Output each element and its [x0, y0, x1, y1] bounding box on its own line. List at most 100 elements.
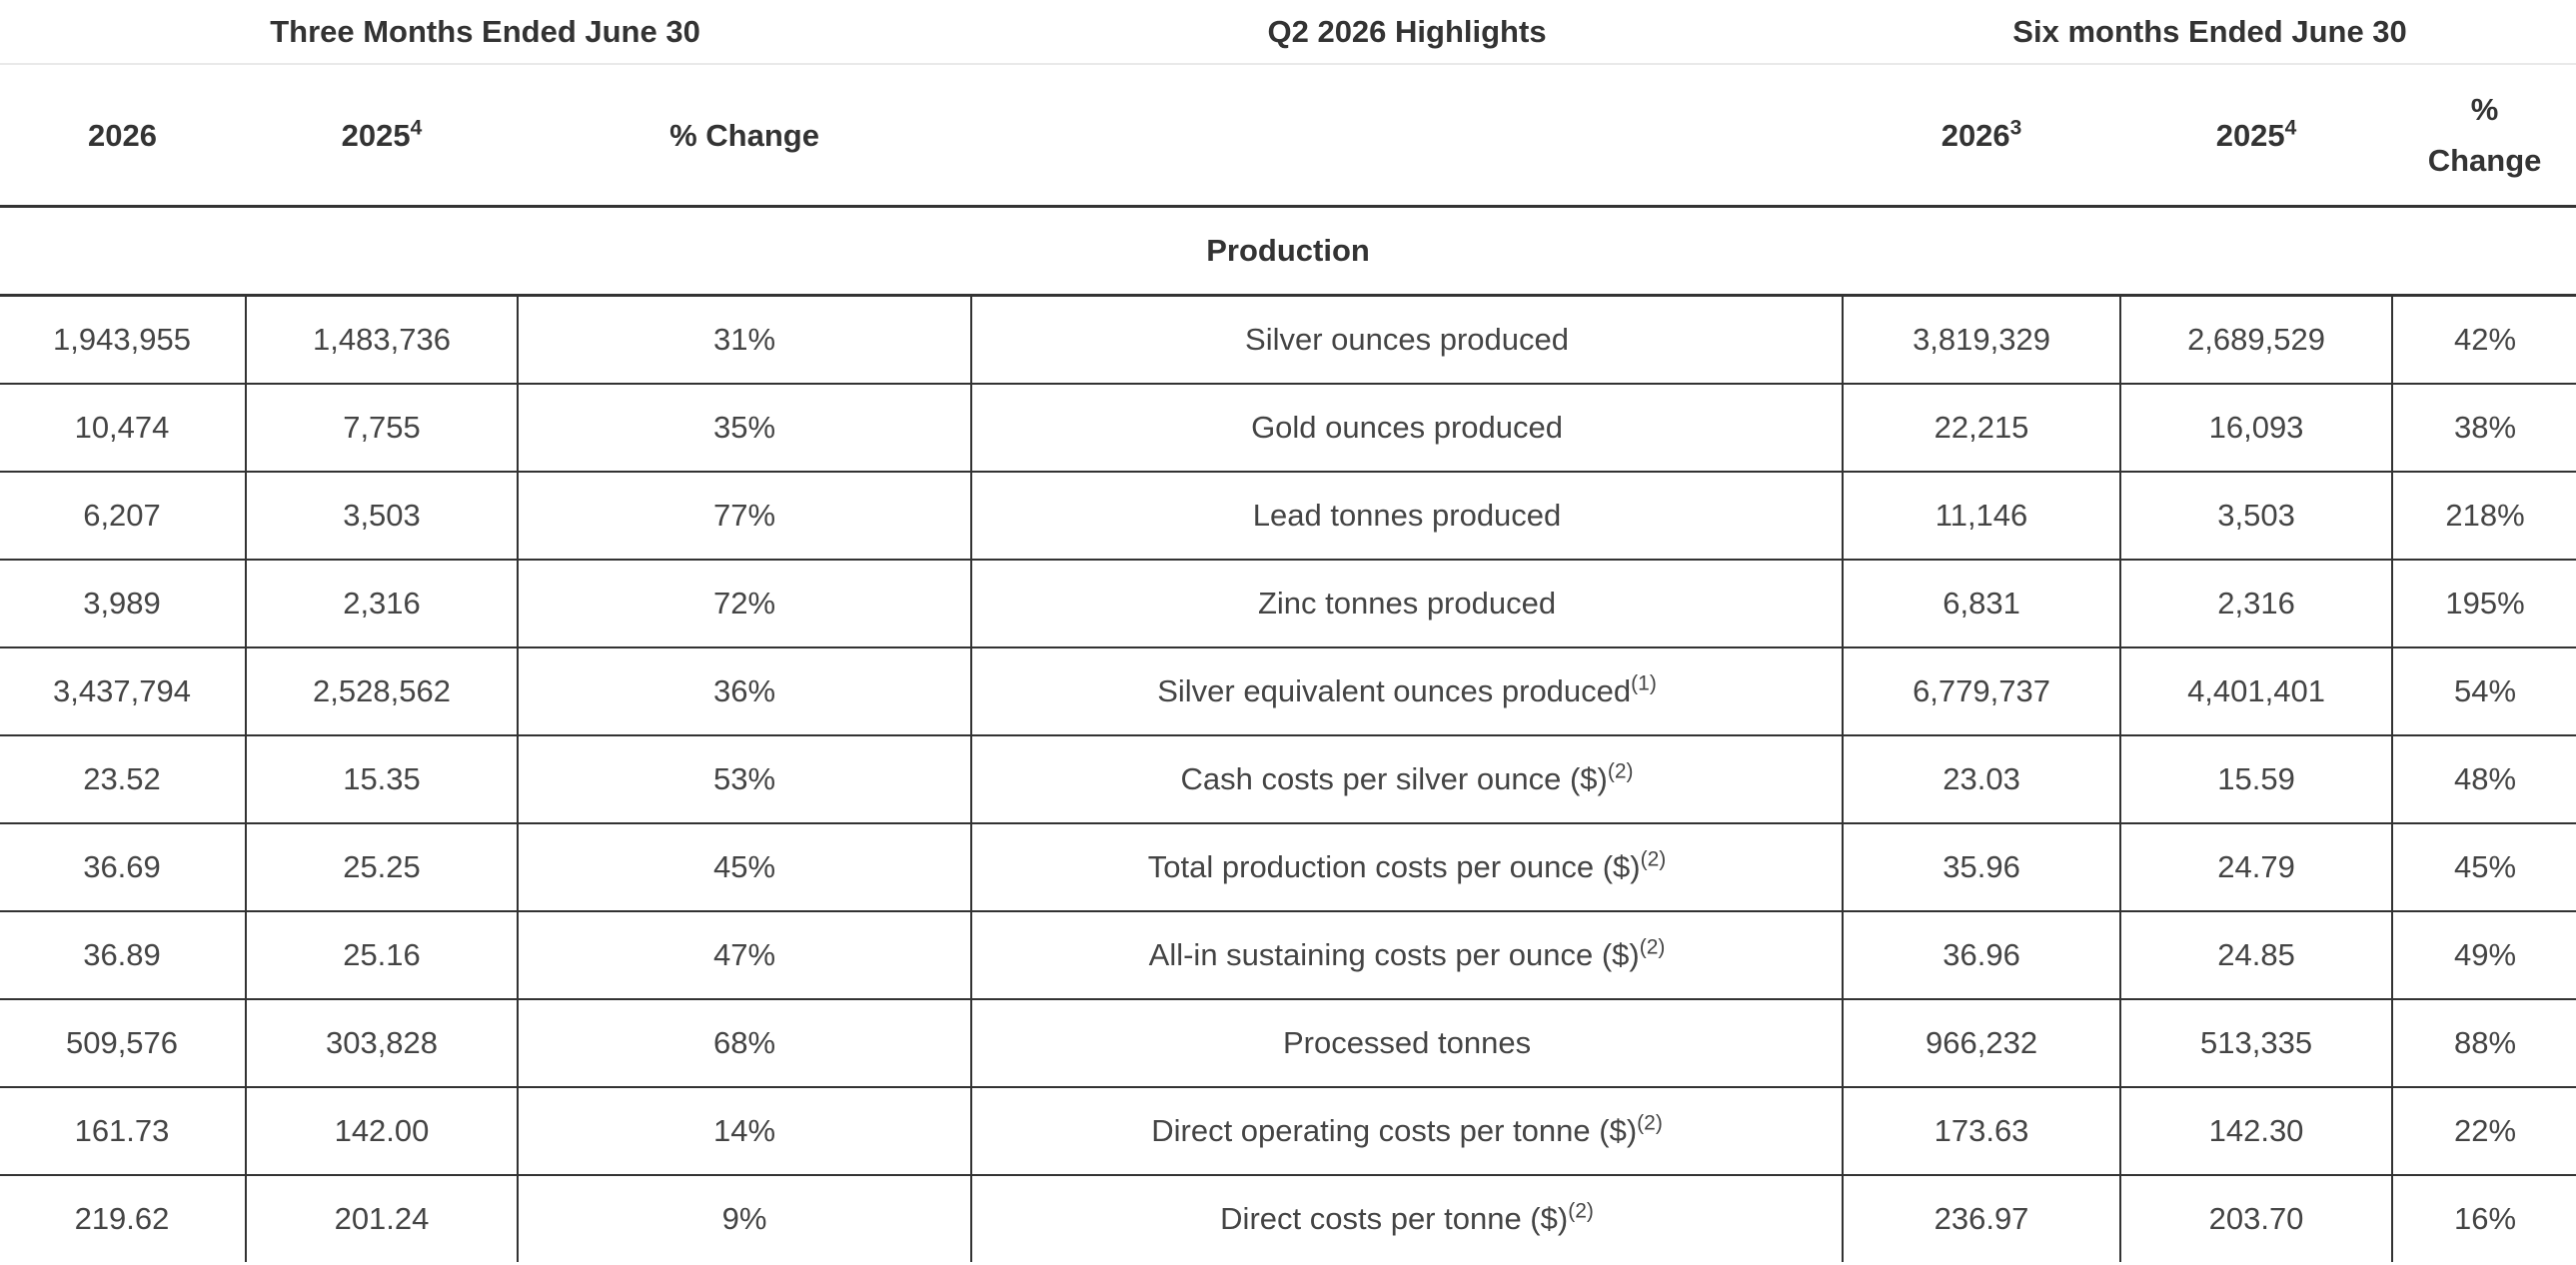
metric-label: Direct operating costs per tonne ($)	[1151, 1113, 1638, 1148]
section-row: Production	[0, 206, 2576, 297]
cell-q-change: 68%	[518, 999, 973, 1088]
cell-metric: All-in sustaining costs per ounce ($)(2)	[971, 911, 1845, 1000]
cell-h-2026: 236.97	[1843, 1175, 2122, 1262]
cell-q-2025: 201.24	[246, 1175, 519, 1262]
cell-h-2026: 11,146	[1843, 472, 2122, 561]
cell-h-change: 45%	[2392, 823, 2576, 912]
cell-h-change: 22%	[2392, 1087, 2576, 1176]
cell-h-change: 48%	[2392, 735, 2576, 824]
cell-q-change: 53%	[518, 735, 973, 824]
cell-q-2025: 142.00	[246, 1087, 519, 1176]
cell-q-2025: 2,528,562	[246, 647, 519, 736]
cell-h-2025: 24.85	[2120, 911, 2394, 1000]
cell-h-change: 42%	[2392, 295, 2576, 385]
three-months-group-header: Three Months Ended June 30	[0, 0, 972, 65]
table-row: 1,943,955 1,483,736 31% Silver ounces produ…	[0, 295, 2576, 385]
cell-metric: Direct costs per tonne ($)(2)	[971, 1175, 1845, 1262]
cell-q-2025: 303,828	[246, 999, 519, 1088]
cell-q-2025: 15.35	[246, 735, 519, 824]
cell-q-2025: 3,503	[246, 472, 519, 561]
cell-h-2026: 6,779,737	[1843, 647, 2122, 736]
cell-h-2026: 3,819,329	[1843, 295, 2122, 385]
cell-q-change: 14%	[518, 1087, 973, 1176]
six-months-group-header: Six months Ended June 30	[1843, 0, 2576, 65]
cell-q-2025: 25.16	[246, 911, 519, 1000]
cell-h-2025: 2,689,529	[2120, 295, 2394, 385]
cell-h-2026: 173.63	[1843, 1087, 2122, 1176]
cell-h-2025: 513,335	[2120, 999, 2394, 1088]
cell-h-change: 195%	[2392, 560, 2576, 648]
cell-h-2025: 203.70	[2120, 1175, 2394, 1262]
cell-q-2025: 1,483,736	[246, 295, 519, 385]
cell-q-2026: 10,474	[0, 384, 247, 473]
table-row: 10,474 7,755 35% Gold ounces produced 22,215…	[0, 384, 2576, 473]
cell-metric: Zinc tonnes produced	[971, 560, 1845, 648]
cell-q-change: 47%	[518, 911, 973, 1000]
col-header-q-change: % Change	[518, 64, 972, 208]
cell-metric: Silver ounces produced	[971, 295, 1845, 385]
group-header-row: Three Months Ended June 30 Q2 2026 Highl…	[0, 0, 2576, 65]
table-row: 161.73 142.00 14% Direct operating costs pe…	[0, 1087, 2576, 1176]
table-row: 36.69 25.25 45% Total production costs per …	[0, 823, 2576, 912]
cell-metric: Silver equivalent ounces produced(1)	[971, 647, 1845, 736]
cell-q-change: 35%	[518, 384, 973, 473]
metric-footnote: (2)	[1639, 935, 1666, 959]
cell-h-2025: 142.30	[2120, 1087, 2394, 1176]
metric-footnote: (2)	[1637, 1111, 1663, 1135]
column-header-row: 2026 20254 % Change 20263 20254 % Change	[0, 64, 2576, 208]
col-header-q-2025-footnote: 4	[410, 116, 423, 140]
cell-q-change: 36%	[518, 647, 973, 736]
cell-h-2026: 36.96	[1843, 911, 2122, 1000]
table-row: 3,437,794 2,528,562 36% Silver equivalent o…	[0, 647, 2576, 736]
metric-footnote: (2)	[1568, 1199, 1594, 1223]
metric-label: Gold ounces produced	[1251, 410, 1563, 445]
cell-q-2026: 3,989	[0, 560, 247, 648]
col-header-q-2026-label: 2026	[88, 117, 157, 153]
cell-h-2025: 4,401,401	[2120, 647, 2394, 736]
col-header-h-2026-label: 2026	[1940, 117, 2010, 153]
table-row: 509,576 303,828 68% Processed tonnes 966,232…	[0, 999, 2576, 1088]
table-row: 219.62 201.24 9% Direct costs per tonne ($)…	[0, 1175, 2576, 1262]
cell-h-change: 54%	[2392, 647, 2576, 736]
cell-q-2025: 25.25	[246, 823, 519, 912]
section-title: Production	[0, 206, 2576, 297]
metric-footnote: (1)	[1631, 671, 1657, 695]
cell-h-change: 218%	[2392, 472, 2576, 561]
cell-q-2026: 219.62	[0, 1175, 247, 1262]
table-row: 6,207 3,503 77% Lead tonnes produced 11,146 3…	[0, 472, 2576, 561]
metric-label: Cash costs per silver ounce ($)	[1180, 761, 1608, 796]
cell-h-change: 49%	[2392, 911, 2576, 1000]
cell-q-2026: 23.52	[0, 735, 247, 824]
table-row: 3,989 2,316 72% Zinc tonnes produced 6,831 2,…	[0, 560, 2576, 648]
cell-q-2026: 3,437,794	[0, 647, 247, 736]
cell-q-change: 45%	[518, 823, 973, 912]
cell-h-2025: 2,316	[2120, 560, 2394, 648]
table-row: 23.52 15.35 53% Cash costs per silver ounce…	[0, 735, 2576, 824]
col-header-h-change-line1: %	[2470, 92, 2499, 127]
col-header-h-2026: 20263	[1843, 64, 2121, 208]
cell-q-2026: 36.89	[0, 911, 247, 1000]
cell-metric: Total production costs per ounce ($)(2)	[971, 823, 1845, 912]
cell-q-2026: 36.69	[0, 823, 247, 912]
cell-h-2026: 23.03	[1843, 735, 2122, 824]
metric-label: Zinc tonnes produced	[1257, 586, 1557, 621]
cell-h-2025: 16,093	[2120, 384, 2394, 473]
cell-h-change: 16%	[2454, 1201, 2517, 1236]
metric-footnote: (2)	[1607, 759, 1634, 783]
cell-metric: Lead tonnes produced	[971, 472, 1845, 561]
col-header-metric	[971, 64, 1844, 208]
col-header-h-2025-footnote: 4	[2284, 116, 2297, 140]
cell-h-2026: 966,232	[1843, 999, 2122, 1088]
metric-label: All-in sustaining costs per ounce ($)	[1148, 937, 1640, 972]
cell-q-change: 77%	[518, 472, 973, 561]
cell-q-2026: 6,207	[0, 472, 247, 561]
col-header-h-2025-label: 2025	[2215, 117, 2285, 153]
cell-h-2025: 24.79	[2120, 823, 2394, 912]
cell-h-change: 38%	[2392, 384, 2576, 473]
cell-q-2025: 2,316	[246, 560, 519, 648]
col-header-h-2025: 20254	[2120, 64, 2393, 208]
cell-h-change: 88%	[2392, 999, 2576, 1088]
metric-footnote: (2)	[1640, 847, 1667, 871]
